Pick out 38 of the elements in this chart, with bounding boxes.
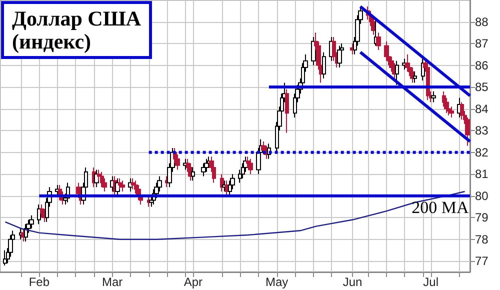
y-tick-label: 84 [475,102,489,116]
text: (индекс) [12,30,92,54]
y-tick-label: 81 [475,167,489,182]
candlestick [405,54,410,72]
y-tick-label: 87 [475,36,489,51]
y-tick-label: 80 [475,188,489,203]
y-tick-label: 83 [475,124,489,138]
y-tick-label: 77 [475,254,489,268]
x-tick-label: Feb [28,275,50,289]
candlestick [322,52,326,79]
x-tick-label: Jun [342,275,362,289]
series-label: 200 MA [412,198,470,217]
y-tick-label: 78 [475,232,489,246]
y-tick-label: 85 [475,80,489,94]
candlestick [285,88,289,134]
candlestick [248,158,253,175]
y-tick-label: 86 [475,58,489,72]
x-tick-label: Jul [423,275,439,289]
chart-title: Доллар США [12,6,142,30]
x-tick-label: Mar [102,275,123,289]
candlestick [376,32,381,51]
candlestick [337,45,342,68]
y-tick-label: 79 [475,210,489,225]
candlestick [191,167,195,182]
y-tick-label: 82 [475,145,489,160]
candlestick [431,90,436,103]
candlestick [131,178,135,190]
candlestick [120,180,125,192]
x-tick-label: Apr [184,275,203,289]
candlestick [460,102,464,120]
candlestick [201,162,206,177]
candlestick [413,71,417,84]
y-tick-label: 88 [475,14,489,29]
candlestick [449,106,454,118]
candlestick [261,140,266,155]
x-tick-label: May [265,275,288,289]
candlestick [118,178,122,190]
candlestick [395,60,399,86]
